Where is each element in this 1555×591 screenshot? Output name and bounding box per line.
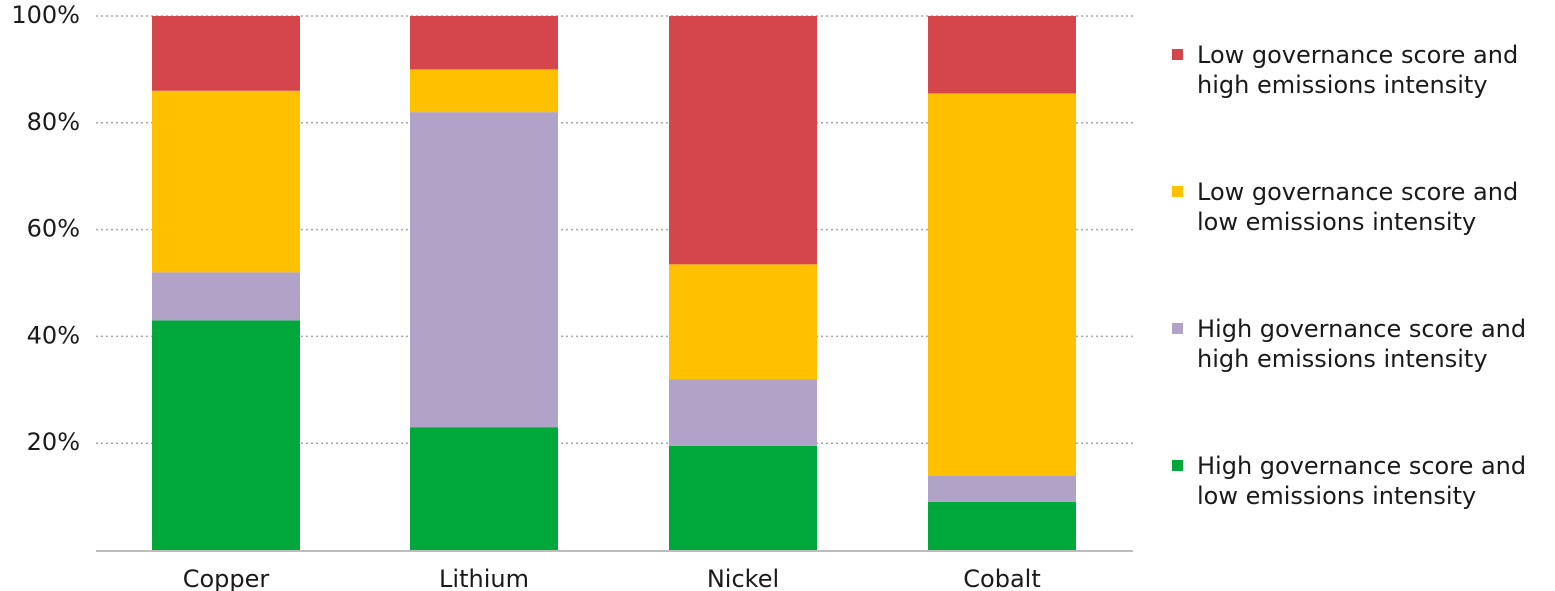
legend-item: High governance score and high emissions… [1172,314,1547,374]
bar-segment-copper-2 [152,90,300,273]
x-tick-label: Copper [183,565,270,591]
bar-segment-nickel-2 [669,264,817,380]
legend-item: High governance score and low emissions … [1172,451,1547,511]
chart-legend: Low governance score and high emissions … [1172,0,1555,591]
x-tick-label: Nickel [707,565,779,591]
x-tick-label: Lithium [439,565,529,591]
bar-segment-lithium-2 [410,69,558,113]
y-tick-label: 20% [27,428,80,456]
legend-label: High governance score and high emissions… [1197,315,1527,373]
legend-swatch [1172,323,1183,334]
legend-item: Low governance score and low emissions i… [1172,177,1547,237]
bar-segment-copper-0 [152,320,300,550]
legend-swatch [1172,49,1183,60]
y-tick-label: 80% [27,108,80,136]
bar-segment-cobalt-1 [928,475,1076,502]
legend-label: Low governance score and high emissions … [1197,41,1519,99]
bar-segment-copper-1 [152,272,300,321]
bar-segment-copper-3 [152,16,300,91]
y-tick-label: 100% [11,1,80,29]
y-tick-label: 60% [27,215,80,243]
bar-segment-lithium-1 [410,112,558,428]
bar-segment-cobalt-0 [928,501,1076,550]
legend-swatch [1172,460,1183,471]
bar-segment-nickel-3 [669,16,817,265]
bar-segment-lithium-3 [410,16,558,70]
legend-label: High governance score and low emissions … [1197,452,1527,510]
legend-item: Low governance score and high emissions … [1172,40,1547,100]
bar-segment-cobalt-2 [928,93,1076,476]
chart-plot-area: 20% 40% 60% 80% 100% Copper Lithium Nickel Cobal… [11,1,1133,591]
y-tick-label: 40% [27,321,80,349]
bar-segment-cobalt-3 [928,16,1076,94]
legend-swatch [1172,186,1183,197]
bar-segment-nickel-1 [669,379,817,446]
x-tick-label: Cobalt [963,565,1040,591]
bar-segment-nickel-0 [669,445,817,550]
bar-segment-lithium-0 [410,427,558,550]
legend-label: Low governance score and low emissions i… [1197,178,1519,236]
